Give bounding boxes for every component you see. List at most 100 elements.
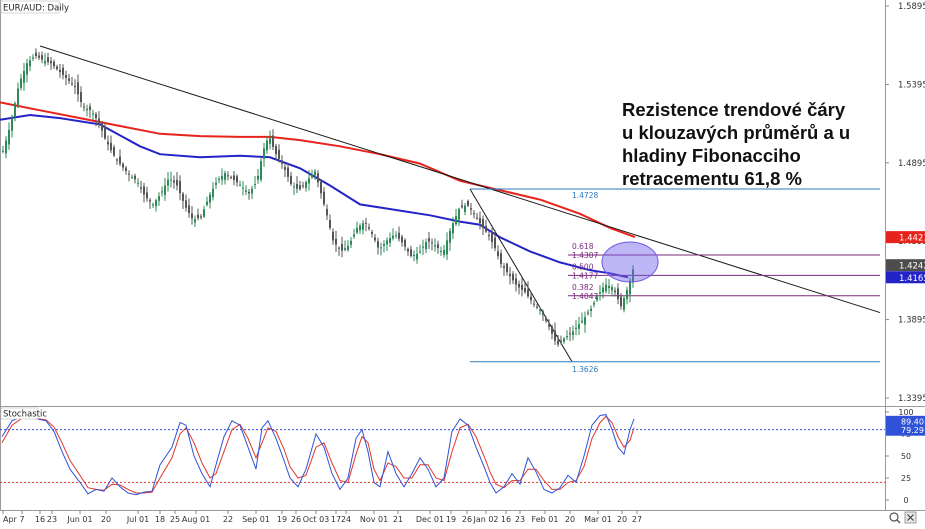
candle-body-up — [422, 246, 424, 248]
candle-body-down — [371, 232, 373, 234]
trendline-long — [39, 45, 881, 314]
candle-body-down — [317, 173, 319, 183]
candle-body-down — [125, 167, 127, 172]
candle-body-down — [188, 205, 190, 213]
candle-body-down — [284, 167, 286, 170]
candle-body-down — [104, 126, 106, 139]
candle-body-up — [203, 209, 205, 217]
moving-averages — [0, 101, 636, 279]
candle-body-up — [392, 235, 394, 239]
candle-body-up — [257, 175, 259, 180]
candle-body-down — [107, 141, 109, 145]
candle-body-down — [365, 222, 367, 224]
candle-body-down — [98, 118, 100, 123]
candle-body-down — [77, 82, 79, 95]
time-tick-label: 21 — [393, 515, 403, 524]
candle-body-up — [602, 287, 604, 293]
candle-body-down — [407, 248, 409, 252]
candle-body-down — [536, 306, 538, 308]
candle-body-up — [608, 285, 610, 289]
stoch-tick-label: 0 — [903, 496, 908, 505]
close-icon[interactable] — [904, 511, 917, 524]
candle-body-down — [491, 233, 493, 242]
time-tick-label: 26 — [291, 515, 301, 524]
candle-body-down — [296, 183, 298, 189]
time-tick-label: Aug 01 — [182, 515, 210, 524]
candle-body-down — [470, 208, 472, 210]
candle-body-down — [509, 273, 511, 277]
candle-body-up — [626, 289, 628, 299]
stochastic-lines — [0, 414, 885, 496]
candle-body-down — [401, 236, 403, 243]
candle-body-down — [524, 288, 526, 293]
candle-body-down — [332, 231, 334, 241]
candle-body-down — [227, 175, 229, 177]
candle-body-up — [452, 223, 454, 234]
candle-body-down — [461, 205, 463, 208]
time-tick-label: 16 — [35, 515, 45, 524]
candle-body-up — [152, 204, 154, 206]
stoch-tick-label: 50 — [901, 452, 911, 461]
time-tick-label: Mar 01 — [584, 515, 612, 524]
candle-body-up — [389, 238, 391, 243]
candle-body-down — [143, 186, 145, 195]
candle-body-up — [161, 191, 163, 193]
candle-body-down — [323, 191, 325, 205]
candle-body-up — [425, 241, 427, 250]
ema-line — [0, 101, 636, 239]
highlight-ellipse — [601, 241, 659, 283]
candle-body-up — [155, 200, 157, 207]
candle-body-up — [266, 140, 268, 151]
candle-body-down — [65, 75, 67, 78]
candle-body-down — [185, 200, 187, 208]
price-tick-label: 1.3895 — [898, 316, 925, 326]
candle-body-up — [386, 240, 388, 245]
candle-body-up — [623, 298, 625, 310]
candle-body-down — [233, 175, 235, 181]
candle-body-up — [158, 196, 160, 201]
candle-body-down — [587, 312, 589, 314]
candle-body-down — [200, 216, 202, 218]
time-tick-label: 19 — [446, 515, 456, 524]
price-tick-label: 1.3395 — [898, 394, 925, 404]
candle-body-up — [251, 188, 253, 194]
candle-body-down — [374, 237, 376, 241]
candle-body-up — [167, 179, 169, 186]
time-tick-label: 24 — [341, 515, 351, 524]
candle-body-down — [110, 142, 112, 151]
candle-body-down — [404, 239, 406, 247]
candle-body-up — [212, 188, 214, 198]
candle-body-up — [458, 209, 460, 220]
candle-body-up — [416, 253, 418, 260]
zoom-icon[interactable] — [889, 512, 901, 524]
candle-body-down — [542, 311, 544, 315]
candle-body-down — [173, 180, 175, 183]
candle-body-up — [8, 129, 10, 145]
candle-body-down — [68, 78, 70, 81]
candle-body-up — [239, 184, 241, 186]
candle-body-down — [467, 200, 469, 206]
candle-body-down — [59, 69, 61, 73]
candle-body-down — [56, 66, 58, 70]
candle-body-down — [47, 57, 49, 63]
candle-body-up — [269, 138, 271, 144]
time-tick-label: 19 — [277, 515, 287, 524]
candle-body-down — [398, 232, 400, 239]
candle-body-down — [338, 247, 340, 249]
stoch-value-box — [886, 424, 925, 436]
time-tick-label: 26 — [462, 515, 472, 524]
candle-body-up — [632, 269, 634, 282]
time-tick-label: Oct 03 — [303, 515, 330, 524]
trendline-fib-diagonal — [469, 188, 573, 363]
candle-body-up — [455, 216, 457, 225]
time-tick-label: 27 — [632, 515, 642, 524]
candle-body-down — [530, 296, 532, 301]
candle-body-up — [575, 327, 577, 329]
time-tick-label: Jan 02 — [472, 515, 498, 524]
candle-body-down — [377, 241, 379, 248]
candle-body-down — [101, 123, 103, 131]
candle-body-down — [551, 326, 553, 334]
